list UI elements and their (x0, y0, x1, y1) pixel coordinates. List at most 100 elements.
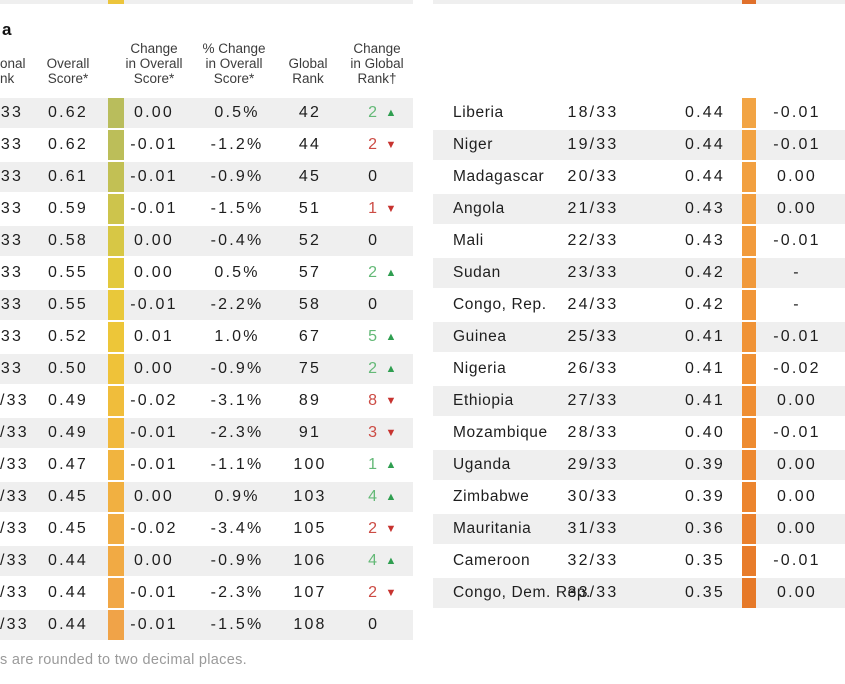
regional-rank-cell: /33 (0, 552, 29, 569)
section-title-fragment: a (2, 20, 12, 39)
regional-rank-cell: 33 (0, 104, 24, 121)
overall-score-cell: 0.41 (685, 360, 725, 377)
rank-change-value: 4 (368, 488, 378, 505)
change-global-rank-cell: 4 ▲ (292, 546, 404, 576)
rank-down-arrow-icon: ▼ (385, 203, 397, 215)
change-overall-score-cell: 0.00 (134, 488, 174, 505)
change-overall-score-cell: 0.00 (134, 552, 174, 569)
rank-no-change (378, 162, 404, 192)
overall-score-cell: 0.42 (685, 264, 725, 281)
overall-score-cell: 0.55 (48, 296, 88, 313)
overall-score-cell: 0.62 (48, 104, 88, 121)
regional-rank-cell: 33 (0, 168, 24, 185)
regional-rank-cell: 21/33 (567, 200, 619, 217)
table-row: Liberia 18/33 0.44 -0.01 (433, 98, 845, 128)
score-color-swatch (108, 386, 124, 416)
overall-score-cell: 0.55 (48, 264, 88, 281)
overall-score-cell: 0.43 (685, 200, 725, 217)
rank-down-arrow-icon: ▼ (385, 427, 397, 439)
score-color-swatch (742, 482, 756, 512)
rank-up-arrow-icon: ▲ (385, 363, 397, 375)
overall-score-cell: 0.41 (685, 328, 725, 345)
change-global-rank-cell: 4 ▲ (292, 482, 404, 512)
rank-change-value: 2 (368, 584, 378, 601)
score-color-swatch (742, 450, 756, 480)
rank-up-arrow-icon: ▲ (385, 331, 397, 343)
regional-rank-cell: /33 (0, 584, 29, 601)
regional-rank-cell: 23/33 (567, 264, 619, 281)
country-name-cell: Congo, Rep. (453, 296, 547, 313)
regional-rank-cell: 18/33 (567, 104, 619, 121)
regional-rank-cell: 33 (0, 328, 24, 345)
score-color-swatch (108, 578, 124, 608)
table-row: 33 0.61 -0.01 -0.9% 45 0 (0, 162, 413, 192)
regional-rank-cell: 28/33 (567, 424, 619, 441)
country-name-cell: Nigeria (453, 360, 507, 377)
rank-change-value: 0 (368, 296, 378, 313)
regional-rank-cell: 33 (0, 360, 24, 377)
change-global-rank-cell: 3 ▼ (292, 418, 404, 448)
pct-change-overall-score-cell: 0.5% (214, 104, 260, 121)
table-row: /33 0.49 -0.02 -3.1% 89 8 ▼ (0, 386, 413, 416)
change-overall-score-cell: -0.01 (130, 584, 178, 601)
change-global-rank-cell: 2 ▲ (292, 354, 404, 384)
regional-rank-cell: /33 (0, 392, 29, 409)
country-name-cell: Mali (453, 232, 484, 249)
change-global-rank-cell: 1 ▲ (292, 450, 404, 480)
table-row: Niger 19/33 0.44 -0.01 (433, 130, 845, 160)
table-row: Zimbabwe 30/33 0.39 0.00 (433, 482, 845, 512)
rank-change-value: 0 (368, 616, 378, 633)
table-row: /33 0.44 0.00 -0.9% 106 4 ▲ (0, 546, 413, 576)
overall-score-cell: 0.44 (48, 616, 88, 633)
rank-up-arrow-icon: ▲ (385, 555, 397, 567)
country-name-cell: Madagascar (453, 168, 545, 185)
global-rank-cell: 75 (298, 360, 322, 377)
table-row: Angola 21/33 0.43 0.00 (433, 194, 845, 224)
overall-score-cell: 0.39 (685, 456, 725, 473)
rank-down-arrow-icon: ▼ (385, 395, 397, 407)
country-name-cell: Guinea (453, 328, 507, 345)
score-color-swatch (108, 290, 124, 320)
overall-score-cell: 0.61 (48, 168, 88, 185)
table-row: 33 0.55 0.00 0.5% 57 2 ▲ (0, 258, 413, 288)
change-overall-score-cell: -0.02 (130, 520, 178, 537)
rank-change-value: 5 (368, 328, 378, 345)
change-overall-score-cell: -0.02 (773, 360, 821, 377)
table-row: /33 0.49 -0.01 -2.3% 91 3 ▼ (0, 418, 413, 448)
pct-change-overall-score-cell: -1.2% (210, 136, 264, 153)
regional-rank-cell: 20/33 (567, 168, 619, 185)
overall-score-cell: 0.41 (685, 392, 725, 409)
overall-score-cell: 0.47 (48, 456, 88, 473)
score-color-swatch (742, 98, 756, 128)
regional-rank-cell: 33 (0, 200, 24, 217)
change-global-rank-cell: 0 (292, 226, 404, 256)
table-row: Cameroon 32/33 0.35 -0.01 (433, 546, 845, 576)
rank-change-value: 4 (368, 552, 378, 569)
rank-no-change (378, 610, 404, 640)
regional-rank-cell: 31/33 (567, 520, 619, 537)
regional-rank-cell: 27/33 (567, 392, 619, 409)
regional-rank-cell: /33 (0, 488, 29, 505)
pct-change-overall-score-cell: -2.2% (210, 296, 264, 313)
regional-rank-cell: 24/33 (567, 296, 619, 313)
table-row: Madagascar 20/33 0.44 0.00 (433, 162, 845, 192)
change-global-rank-cell: 5 ▲ (292, 322, 404, 352)
table-row: /33 0.44 -0.01 -1.5% 108 0 (0, 610, 413, 640)
score-color-swatch (108, 450, 124, 480)
table-row: Nigeria 26/33 0.41 -0.02 (433, 354, 845, 384)
change-overall-score-cell: 0.00 (777, 456, 817, 473)
change-overall-score-cell: 0.00 (134, 360, 174, 377)
global-rank-cell: 107 (293, 584, 327, 601)
right-table-top-sliver (433, 0, 845, 4)
rank-down-arrow-icon: ▼ (385, 139, 397, 151)
header-pct-change-overall-score: % Change in Overall Score* (202, 41, 266, 86)
pct-change-overall-score-cell: -0.9% (210, 360, 264, 377)
table-row: /33 0.47 -0.01 -1.1% 100 1 ▲ (0, 450, 413, 480)
overall-score-cell: 0.45 (48, 488, 88, 505)
header-overall-score: Overall Score* (46, 56, 90, 86)
header-regional-rank: onal nk (0, 56, 26, 86)
header-change-overall-score: Change in Overall Score* (125, 41, 183, 86)
table-row: /33 0.45 0.00 0.9% 103 4 ▲ (0, 482, 413, 512)
global-rank-cell: 103 (293, 488, 327, 505)
change-overall-score-cell: 0.00 (777, 520, 817, 537)
